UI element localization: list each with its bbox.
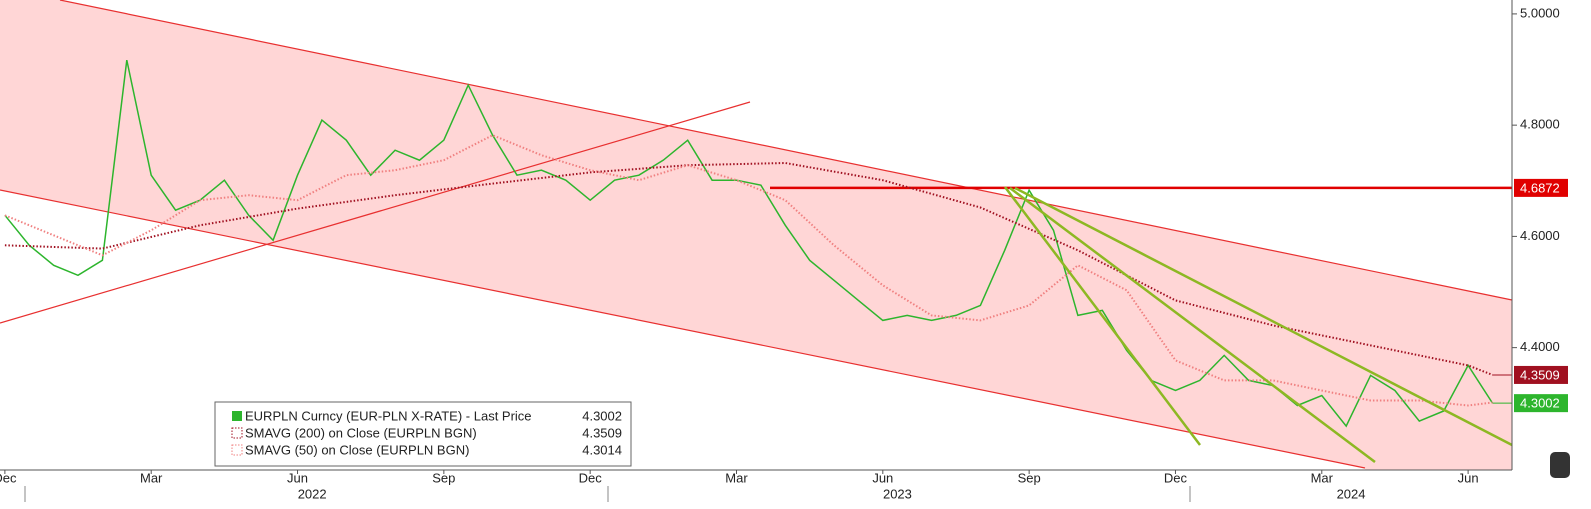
series-line [4,134,1493,407]
legend: EURPLN Curncy (EUR-PLN X-RATE) - Last Pr… [214,401,632,467]
uptrend-line [0,101,751,324]
x-tick-label: Jun [287,470,308,485]
year-label: 2024 [1337,486,1366,501]
channel-fill [0,0,1512,470]
y-tick-label: 5.0000 [1520,5,1560,20]
corner-icon[interactable] [1550,452,1570,478]
value-tag [1514,365,1568,384]
value-tag [1514,178,1568,197]
value-tag-label: 4.6872 [1520,180,1560,195]
y-tick-label: 4.6000 [1520,228,1560,243]
value-tag [1514,394,1568,413]
x-tick-label: Mar [140,470,163,485]
trend-line [1009,187,1376,463]
y-tick-label: 4.4000 [1520,339,1560,354]
x-tick-label: Dec [579,470,603,485]
value-tag-label: 4.3002 [1520,396,1560,411]
legend-swatch [232,411,242,421]
x-tick-label: Mar [1311,470,1334,485]
channel-lower [0,189,1366,469]
trend-line [1004,186,1201,446]
legend-swatch [231,427,243,439]
legend-label: EURPLN Curncy (EUR-PLN X-RATE) - Last Pr… [245,408,532,423]
trend-line [1014,186,1513,447]
legend-label: SMAVG (200) on Close (EURPLN BGN) [245,425,477,440]
x-tick-label: Dec [1164,470,1188,485]
x-tick-label: Sep [1018,470,1041,485]
y-tick-label: 4.8000 [1520,117,1560,132]
x-tick-label: Dec [0,470,17,485]
year-label: 2023 [883,486,912,501]
x-tick-label: Jun [872,470,893,485]
series-line [4,161,1493,376]
x-tick-label: Mar [725,470,748,485]
legend-value: 4.3509 [582,425,622,440]
legend-label: SMAVG (50) on Close (EURPLN BGN) [245,442,469,457]
x-tick-label: Sep [432,470,455,485]
legend-swatch [231,444,243,456]
x-tick-label: Jun [1458,470,1479,485]
legend-value: 4.3002 [582,408,622,423]
legend-value: 4.3014 [582,442,622,457]
year-label: 2022 [298,486,327,501]
plot [4,59,1512,428]
value-tag-label: 4.3509 [1520,367,1560,382]
channel-upper [59,0,1513,301]
series-line [4,59,1494,428]
legend-box [214,401,632,467]
